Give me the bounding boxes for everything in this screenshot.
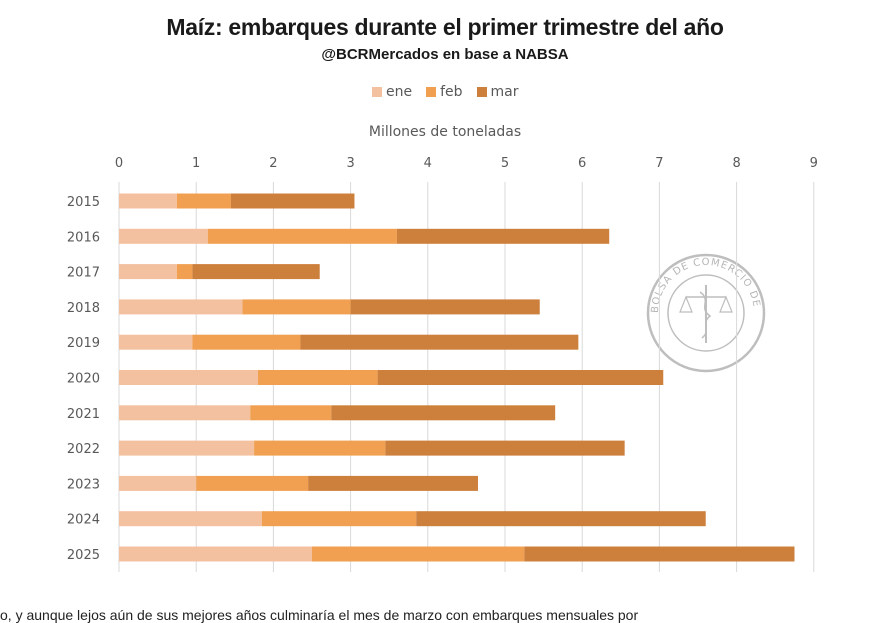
y-tick-label: 2019 xyxy=(67,336,100,351)
bar-ene-2016 xyxy=(119,228,208,244)
bar-ene-2017 xyxy=(119,264,177,280)
bar-mar-2022 xyxy=(385,440,625,456)
bar-feb-2015 xyxy=(176,193,231,209)
bar-mar-2017 xyxy=(192,264,320,280)
y-tick-label: 2016 xyxy=(67,230,100,245)
x-tick-label: 7 xyxy=(655,156,663,171)
y-tick-label: 2017 xyxy=(67,266,100,281)
chart-subtitle: @BCRMercados en base a NABSA xyxy=(321,46,569,63)
bar-feb-2019 xyxy=(192,334,301,350)
chart-title: Maíz: embarques durante el primer trimes… xyxy=(166,14,724,40)
x-tick-label: 2 xyxy=(269,156,277,171)
bar-ene-2018 xyxy=(119,299,243,315)
y-tick-label: 2024 xyxy=(67,513,100,528)
bar-mar-2023 xyxy=(308,475,478,491)
legend-item-feb: feb xyxy=(426,84,463,100)
grid: 0 1 2 3 4 5 6 7 8 9 xyxy=(115,156,818,572)
bar-mar-2025 xyxy=(524,546,795,562)
x-tick-label: 5 xyxy=(501,156,509,171)
x-tick-label: 0 xyxy=(115,156,123,171)
x-tick-label: 8 xyxy=(732,156,740,171)
x-tick-label: 1 xyxy=(192,156,200,171)
legend-label-mar: mar xyxy=(490,84,519,100)
y-tick-label: 2025 xyxy=(67,548,100,563)
bar-mar-2018 xyxy=(350,299,540,315)
legend-label-ene: ene xyxy=(386,84,413,100)
bar-feb-2025 xyxy=(312,546,525,562)
bar-mar-2015 xyxy=(230,193,355,209)
legend-swatch-feb xyxy=(426,87,437,97)
bar-ene-2019 xyxy=(119,334,193,350)
y-tick-label: 2023 xyxy=(67,477,100,492)
y-tick-label: 2018 xyxy=(67,301,100,316)
footer-text: o, y aunque lejos aún de sus mejores año… xyxy=(0,607,639,623)
bar-ene-2023 xyxy=(119,475,197,491)
bar-ene-2025 xyxy=(119,546,312,562)
x-tick-label: 4 xyxy=(424,156,432,171)
bcr-seal-watermark: BOLSA DE COMERCIO DE ROSARIO xyxy=(0,0,766,373)
y-tick-label: 2021 xyxy=(67,407,100,422)
legend-swatch-ene xyxy=(372,87,382,97)
bar-feb-2016 xyxy=(207,228,397,244)
bar-mar-2024 xyxy=(416,511,706,527)
legend-swatch-mar xyxy=(476,87,487,97)
bar-feb-2017 xyxy=(176,264,193,280)
y-tick-label: 2020 xyxy=(67,372,100,387)
legend-item-mar: mar xyxy=(476,84,519,100)
legend-label-feb: feb xyxy=(440,84,463,100)
bar-ene-2020 xyxy=(119,370,258,385)
bar-feb-2018 xyxy=(242,299,351,315)
x-tick-label: 3 xyxy=(346,156,354,171)
bar-feb-2021 xyxy=(250,405,332,421)
bar-feb-2024 xyxy=(261,511,417,527)
x-tick-label: 6 xyxy=(578,156,586,171)
bar-ene-2021 xyxy=(119,405,251,421)
bar-mar-2019 xyxy=(300,334,579,350)
bar-feb-2022 xyxy=(254,440,386,456)
bar-ene-2024 xyxy=(119,511,262,527)
bar-ene-2015 xyxy=(119,193,177,209)
bar-feb-2020 xyxy=(257,370,378,385)
bar-mar-2020 xyxy=(377,370,664,385)
legend: ene feb mar xyxy=(372,84,519,100)
bar-ene-2022 xyxy=(119,440,255,456)
bar-mar-2021 xyxy=(331,405,556,421)
legend-item-ene: ene xyxy=(372,84,412,100)
y-tick-label: 2015 xyxy=(67,195,100,210)
x-axis-label: Millones de toneladas xyxy=(368,124,522,140)
x-tick-label: 9 xyxy=(810,156,818,171)
bars: 2015 2016 2017 2018 2019 2020 2021 2022 2023 2024… xyxy=(67,193,795,563)
bar-feb-2023 xyxy=(196,475,309,491)
bar-mar-2016 xyxy=(396,228,610,244)
y-tick-label: 2022 xyxy=(67,442,100,457)
